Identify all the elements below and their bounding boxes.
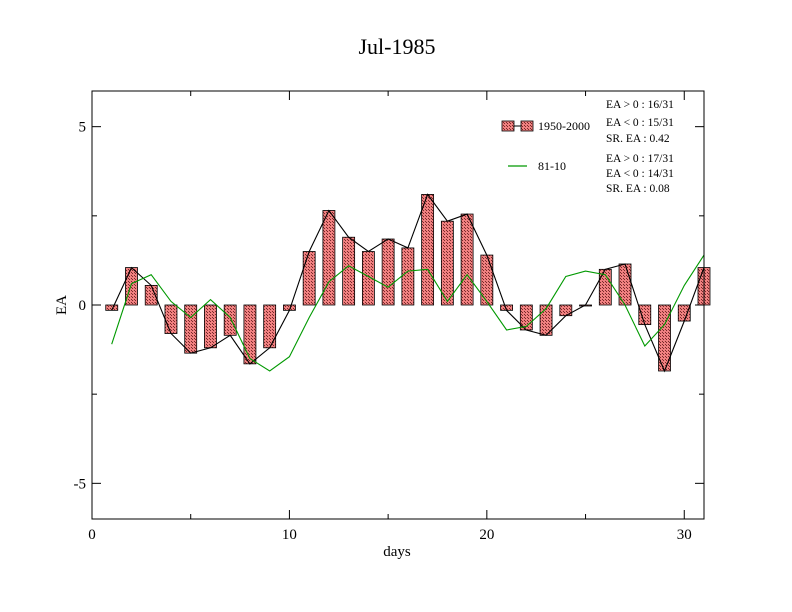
stats-block: EA > 0 : 16/31 EA < 0 : 15/31 SR. EA : 0… (606, 99, 674, 195)
bars-layer (105, 194, 711, 372)
x-tick-label-20: 20 (479, 527, 494, 543)
line-series-1950-2000 (111, 193, 705, 373)
stats-1950-sr-ea: SR. EA : 0.42 (606, 133, 670, 145)
bar-day-5 (184, 304, 198, 354)
legend-swatch-1950-2000-right (520, 120, 534, 132)
stats-8110-sr-ea: SR. EA : 0.08 (606, 183, 670, 195)
ticks-layer: 0 10 20 30 -5 0 5 (74, 91, 704, 543)
lines-layer (111, 193, 705, 373)
bar-day-17 (421, 194, 435, 306)
bar-day-19 (460, 213, 474, 306)
stats-1950-ea-negative: EA < 0 : 15/31 (606, 117, 674, 129)
bar-day-13 (342, 236, 356, 306)
y-axis-label: EA (54, 295, 70, 315)
bar-day-9 (263, 304, 277, 349)
legend-swatch-1950-2000 (501, 120, 515, 132)
chart-title: Jul-1985 (359, 34, 436, 59)
y-tick-label--5: -5 (74, 476, 87, 492)
stats-8110-ea-negative: EA < 0 : 14/31 (606, 168, 674, 180)
bar-day-24 (559, 304, 573, 317)
bar-day-16 (401, 247, 415, 306)
x-axis-label: days (383, 544, 411, 560)
bar-day-12 (322, 210, 336, 306)
legend-label-1950-2000: 1950-2000 (538, 119, 590, 133)
x-tick-label-30: 30 (677, 527, 692, 543)
bar-day-28 (638, 304, 652, 326)
line-series-81-10 (111, 254, 705, 372)
bar-day-11 (302, 251, 316, 306)
legend: 1950-2000 81-10 (501, 119, 590, 173)
bar-day-20 (480, 254, 494, 306)
x-tick-label-0: 0 (88, 527, 96, 543)
bar-day-8 (243, 304, 257, 365)
y-tick-label-5: 5 (79, 120, 87, 136)
legend-label-81-10: 81-10 (538, 159, 566, 173)
bar-day-6 (204, 304, 217, 349)
stats-1950-ea-positive: EA > 0 : 16/31 (606, 99, 674, 111)
bar-day-7 (223, 304, 237, 336)
x-tick-label-10: 10 (282, 527, 297, 543)
bar-day-2 (125, 267, 138, 306)
bar-day-30 (677, 304, 691, 322)
bar-day-18 (440, 220, 454, 306)
y-tick-label-0: 0 (79, 298, 87, 314)
stats-8110-ea-positive: EA > 0 : 17/31 (606, 153, 674, 165)
bar-day-15 (381, 238, 395, 306)
bar-day-4 (164, 304, 178, 334)
